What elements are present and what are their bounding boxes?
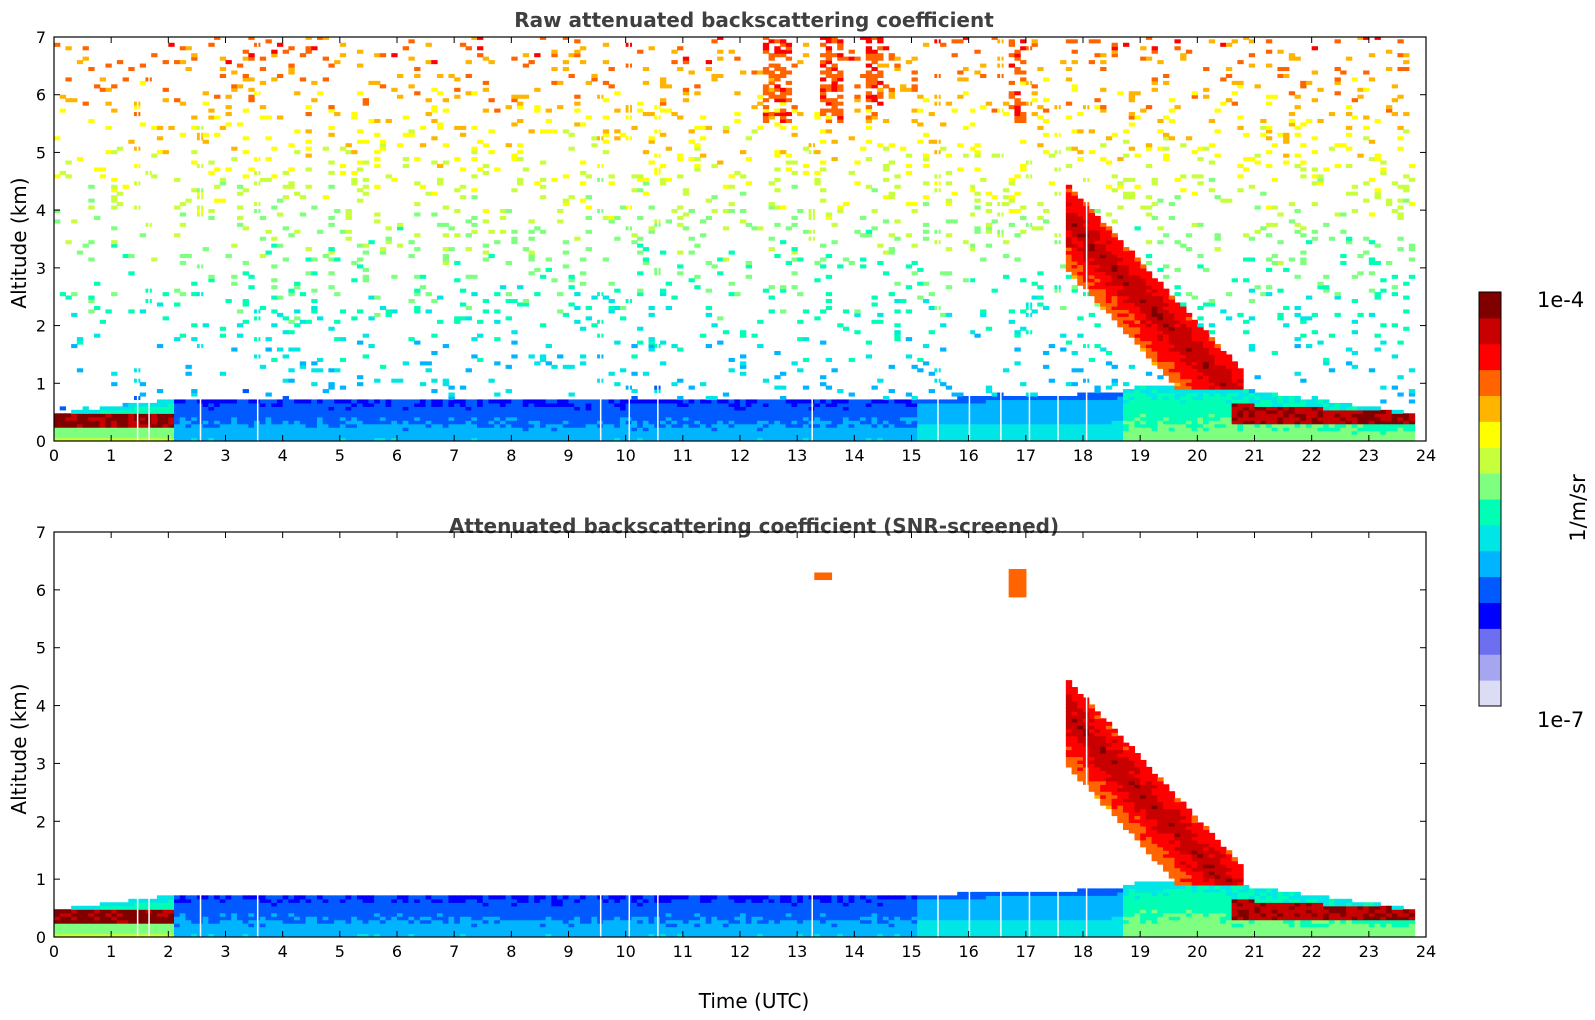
colorbar-swatch — [1479, 473, 1501, 500]
x-tick-label: 5 — [335, 446, 345, 465]
x-tick-label: 6 — [392, 446, 402, 465]
y-tick-label: 0 — [36, 928, 46, 947]
x-tick-label: 15 — [901, 446, 921, 465]
x-tick-label: 1 — [106, 446, 116, 465]
raw-y-axis-label: Altitude (km) — [7, 177, 31, 308]
x-tick-label: 15 — [901, 942, 921, 961]
x-tick-label: 11 — [673, 942, 693, 961]
y-tick-label: 3 — [36, 754, 46, 773]
colorbar-swatch — [1479, 292, 1501, 319]
screened-heatmap-area — [53, 531, 1427, 938]
colorbar-swatch — [1479, 317, 1501, 345]
colorbar-swatch — [1479, 395, 1501, 422]
x-axis-label: Time (UTC) — [698, 989, 810, 1013]
x-tick-label: 12 — [730, 446, 750, 465]
y-tick-label: 2 — [36, 812, 46, 831]
x-tick-label: 24 — [1416, 942, 1436, 961]
colorbar-swatch — [1479, 369, 1501, 396]
x-tick-label: 8 — [506, 446, 516, 465]
x-tick-label: 10 — [615, 942, 635, 961]
x-tick-label: 23 — [1359, 446, 1379, 465]
x-tick-label: 2 — [163, 942, 173, 961]
x-tick-label: 7 — [449, 446, 459, 465]
x-tick-label: 13 — [787, 942, 807, 961]
x-tick-label: 14 — [844, 942, 864, 961]
x-tick-label: 17 — [1016, 942, 1036, 961]
x-tick-label: 11 — [673, 446, 693, 465]
colorbar-swatch — [1479, 524, 1501, 552]
colorbar-swatch — [1479, 499, 1501, 526]
y-tick-label: 6 — [36, 581, 46, 600]
raw-panel-title: Raw attenuated backscattering coefficien… — [514, 8, 994, 32]
x-tick-label: 22 — [1301, 942, 1321, 961]
x-tick-label: 9 — [563, 446, 573, 465]
y-tick-label: 6 — [36, 86, 46, 105]
x-tick-label: 0 — [49, 446, 59, 465]
x-tick-label: 17 — [1016, 446, 1036, 465]
x-tick-label: 10 — [615, 446, 635, 465]
x-tick-label: 20 — [1187, 446, 1207, 465]
x-tick-label: 1 — [106, 942, 116, 961]
x-tick-label: 22 — [1301, 446, 1321, 465]
x-tick-label: 21 — [1244, 942, 1264, 961]
x-tick-label: 16 — [958, 942, 978, 961]
y-tick-label: 3 — [36, 259, 46, 278]
y-tick-label: 7 — [36, 523, 46, 542]
x-tick-label: 19 — [1130, 446, 1150, 465]
x-tick-label: 23 — [1359, 942, 1379, 961]
raw-backscatter-panel: Raw attenuated backscattering coefficien… — [7, 8, 1436, 465]
y-tick-label: 5 — [36, 143, 46, 162]
colorbar-swatch — [1479, 550, 1501, 578]
x-tick-label: 4 — [278, 942, 288, 961]
screened-panel-title: Attenuated backscattering coefficient (S… — [449, 514, 1059, 538]
x-tick-label: 9 — [563, 942, 573, 961]
y-tick-label: 1 — [36, 870, 46, 889]
colorbar-swatch — [1479, 680, 1501, 707]
y-tick-label: 7 — [36, 28, 46, 47]
x-tick-label: 5 — [335, 942, 345, 961]
x-tick-label: 0 — [49, 942, 59, 961]
colorbar-max-label: 1e-4 — [1537, 288, 1584, 312]
raw-axis-ticks: 0 1 2 3 4 5 6 7 8 9 10 11 12 13 14 15 16 17 18 19 20 21 22 23 24… — [36, 28, 1436, 465]
y-tick-label: 4 — [36, 697, 46, 716]
x-tick-label: 13 — [787, 446, 807, 465]
x-tick-label: 4 — [278, 446, 288, 465]
x-tick-label: 7 — [449, 942, 459, 961]
colorbar-swatch — [1479, 576, 1501, 603]
colorbar-swatch — [1479, 628, 1501, 655]
x-tick-label: 18 — [1073, 446, 1093, 465]
colorbar-min-label: 1e-7 — [1537, 708, 1584, 732]
colorbar-swatch — [1479, 602, 1501, 629]
colorbar — [1478, 291, 1502, 707]
colorbar-swatch — [1479, 654, 1501, 681]
x-tick-label: 16 — [958, 446, 978, 465]
y-tick-label: 5 — [36, 639, 46, 658]
y-tick-label: 2 — [36, 317, 46, 336]
x-tick-label: 8 — [506, 942, 516, 961]
x-tick-label: 21 — [1244, 446, 1264, 465]
y-tick-label: 1 — [36, 374, 46, 393]
y-tick-label: 0 — [36, 432, 46, 451]
colorbar-unit-label: 1/m/sr — [1566, 474, 1590, 542]
colorbar-swatch — [1479, 447, 1501, 474]
x-tick-label: 6 — [392, 942, 402, 961]
screened-axis-ticks: 0 1 2 3 4 5 6 7 8 9 10 11 12 13 14 15 16 17 18 19 20 21 22 23 24… — [36, 523, 1436, 961]
x-tick-label: 3 — [220, 446, 230, 465]
screened-backscatter-panel: Attenuated backscattering coefficient (S… — [7, 514, 1436, 1013]
x-tick-label: 2 — [163, 446, 173, 465]
x-tick-label: 24 — [1416, 446, 1436, 465]
colorbar-swatch — [1479, 343, 1501, 371]
x-tick-label: 14 — [844, 446, 864, 465]
x-tick-label: 20 — [1187, 942, 1207, 961]
raw-heatmap-area — [53, 36, 1427, 442]
screened-y-axis-label: Altitude (km) — [7, 683, 31, 814]
colorbar-swatch — [1479, 421, 1501, 448]
x-tick-label: 12 — [730, 942, 750, 961]
x-tick-label: 3 — [220, 942, 230, 961]
y-tick-label: 4 — [36, 201, 46, 220]
x-tick-label: 18 — [1073, 942, 1093, 961]
x-tick-label: 19 — [1130, 942, 1150, 961]
